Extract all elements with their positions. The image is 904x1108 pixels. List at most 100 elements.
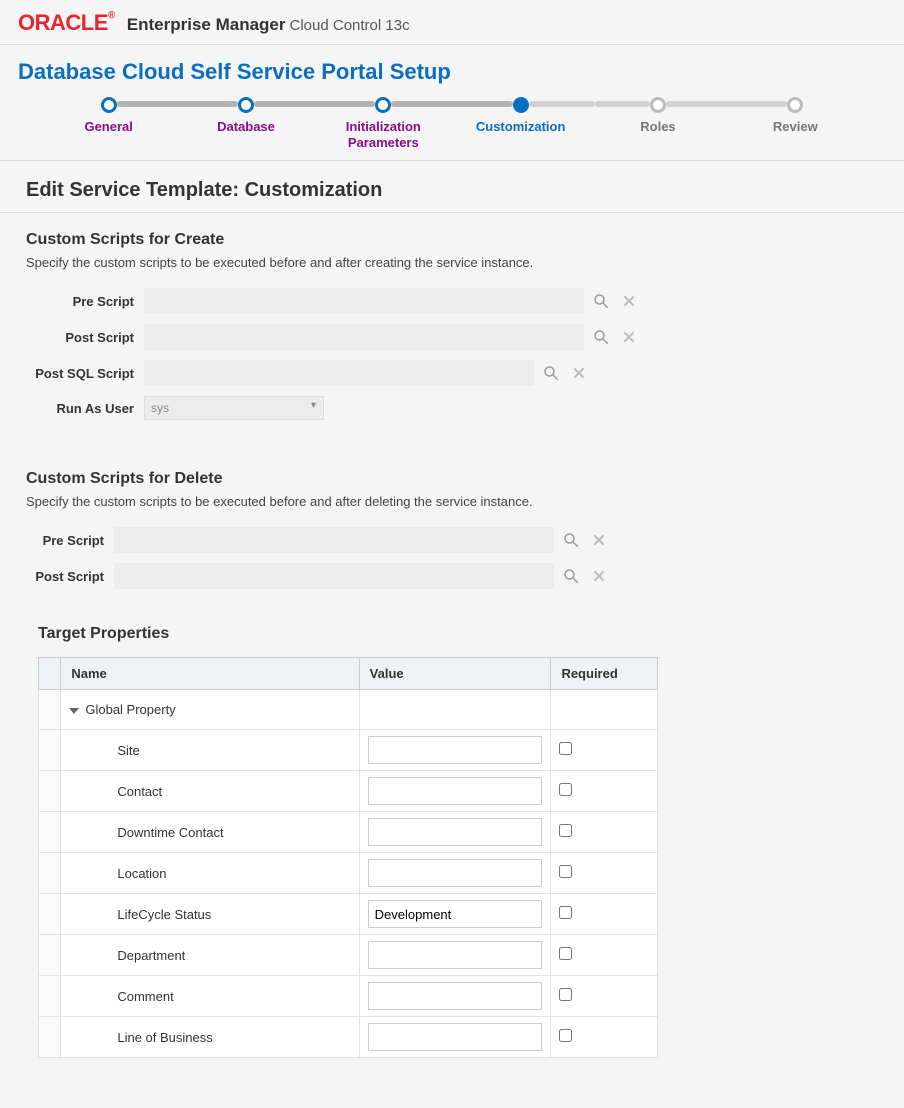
property-name-label: LifeCycle Status — [69, 907, 211, 922]
row-handle[interactable] — [39, 853, 61, 894]
col-name-header[interactable]: Name — [61, 658, 359, 690]
property-name-label: Downtime Contact — [69, 825, 223, 840]
required-checkbox[interactable] — [559, 783, 572, 796]
divider — [0, 212, 904, 213]
target-props-heading: Target Properties — [38, 625, 878, 643]
wizard-step-label: General — [84, 119, 132, 135]
col-value-header[interactable]: Value — [359, 658, 551, 690]
run-as-row: Run As User sys — [26, 396, 878, 420]
search-icon[interactable] — [590, 290, 612, 312]
row-handle[interactable] — [39, 730, 61, 771]
wizard-node-icon — [787, 97, 803, 113]
logo-reg: ® — [108, 10, 115, 21]
property-value-input[interactable] — [368, 941, 543, 969]
row-handle[interactable] — [39, 771, 61, 812]
wizard-step-label: Customization — [476, 119, 566, 135]
property-name-label: Comment — [69, 989, 173, 1004]
property-name-label: Location — [69, 866, 166, 881]
required-checkbox[interactable] — [559, 1029, 572, 1042]
wizard-step-label: Roles — [640, 119, 675, 135]
table-row[interactable]: Line of Business — [39, 1017, 658, 1058]
wizard-track — [391, 101, 512, 107]
property-required-cell — [551, 935, 658, 976]
delete-pre-script-input[interactable] — [114, 527, 554, 553]
required-checkbox[interactable] — [559, 988, 572, 1001]
property-value-input[interactable] — [368, 1023, 543, 1051]
wizard-step-label: InitializationParameters — [346, 119, 421, 150]
col-required-header[interactable]: Required — [551, 658, 658, 690]
required-checkbox[interactable] — [559, 865, 572, 878]
search-icon[interactable] — [540, 362, 562, 384]
wizard-node-icon — [238, 97, 254, 113]
create-post-script-input[interactable] — [144, 324, 584, 350]
wizard-nav: General Database InitializationParameters C… — [0, 93, 904, 161]
property-name-cell: Location — [61, 853, 359, 894]
logo-text: ORACLE — [18, 10, 108, 35]
clear-icon[interactable] — [618, 290, 640, 312]
clear-icon[interactable] — [588, 565, 610, 587]
property-name-cell: Site — [61, 730, 359, 771]
required-checkbox[interactable] — [559, 906, 572, 919]
run-as-select[interactable]: sys — [144, 396, 324, 420]
property-value-input[interactable] — [368, 982, 543, 1010]
property-name-cell: Department — [61, 935, 359, 976]
wizard-node-icon — [375, 97, 391, 113]
required-checkbox[interactable] — [559, 742, 572, 755]
search-icon[interactable] — [590, 326, 612, 348]
row-handle[interactable] — [39, 976, 61, 1017]
content-area: Edit Service Template: Customization Cus… — [0, 161, 904, 1088]
required-checkbox[interactable] — [559, 947, 572, 960]
row-handle[interactable] — [39, 812, 61, 853]
table-row[interactable]: Site — [39, 730, 658, 771]
row-handle[interactable] — [39, 1017, 61, 1058]
table-header-row: Name Value Required — [39, 658, 658, 690]
post-sql-row: Post SQL Script — [26, 360, 878, 386]
search-icon[interactable] — [560, 565, 582, 587]
delete-post-script-input[interactable] — [114, 563, 554, 589]
property-name-cell: Line of Business — [61, 1017, 359, 1058]
wizard-step-label: Database — [217, 119, 275, 135]
table-row[interactable]: Contact — [39, 771, 658, 812]
tree-root-cell[interactable]: Global Property — [61, 690, 359, 730]
delete-post-row: Post Script — [26, 563, 878, 589]
required-checkbox[interactable] — [559, 824, 572, 837]
property-value-cell — [359, 730, 551, 771]
post-sql-label: Post SQL Script — [26, 366, 144, 381]
create-post-sql-input[interactable] — [144, 360, 534, 386]
create-pre-script-input[interactable] — [144, 288, 584, 314]
property-name-label: Contact — [69, 784, 162, 799]
wizard-node-icon — [513, 97, 529, 113]
property-required-cell — [551, 976, 658, 1017]
property-value-input[interactable] — [368, 736, 543, 764]
row-handle[interactable] — [39, 894, 61, 935]
table-handle-header — [39, 658, 61, 690]
property-value-input[interactable] — [368, 818, 543, 846]
clear-icon[interactable] — [588, 529, 610, 551]
post-script-row: Post Script — [26, 324, 878, 350]
property-value-input[interactable] — [368, 900, 543, 928]
table-row-root[interactable]: Global Property — [39, 690, 658, 730]
property-value-input[interactable] — [368, 859, 543, 887]
row-handle[interactable] — [39, 690, 61, 730]
search-icon[interactable] — [560, 529, 582, 551]
page-title: Database Cloud Self Service Portal Setup — [0, 45, 904, 93]
property-value-input[interactable] — [368, 777, 543, 805]
wizard-track — [254, 101, 375, 107]
delete-post-label: Post Script — [26, 569, 114, 584]
table-row[interactable]: LifeCycle Status — [39, 894, 658, 935]
table-row[interactable]: Location — [39, 853, 658, 894]
clear-icon[interactable] — [618, 326, 640, 348]
property-required-cell — [551, 730, 658, 771]
table-row[interactable]: Comment — [39, 976, 658, 1017]
table-row[interactable]: Department — [39, 935, 658, 976]
property-value-cell — [359, 853, 551, 894]
row-handle[interactable] — [39, 935, 61, 976]
wizard-track — [529, 101, 596, 107]
property-name-label: Department — [69, 948, 185, 963]
table-row[interactable]: Downtime Contact — [39, 812, 658, 853]
expand-caret-icon[interactable] — [69, 708, 79, 714]
run-as-label: Run As User — [26, 401, 144, 416]
clear-icon[interactable] — [568, 362, 590, 384]
delete-pre-label: Pre Script — [26, 533, 114, 548]
property-name-cell: Contact — [61, 771, 359, 812]
